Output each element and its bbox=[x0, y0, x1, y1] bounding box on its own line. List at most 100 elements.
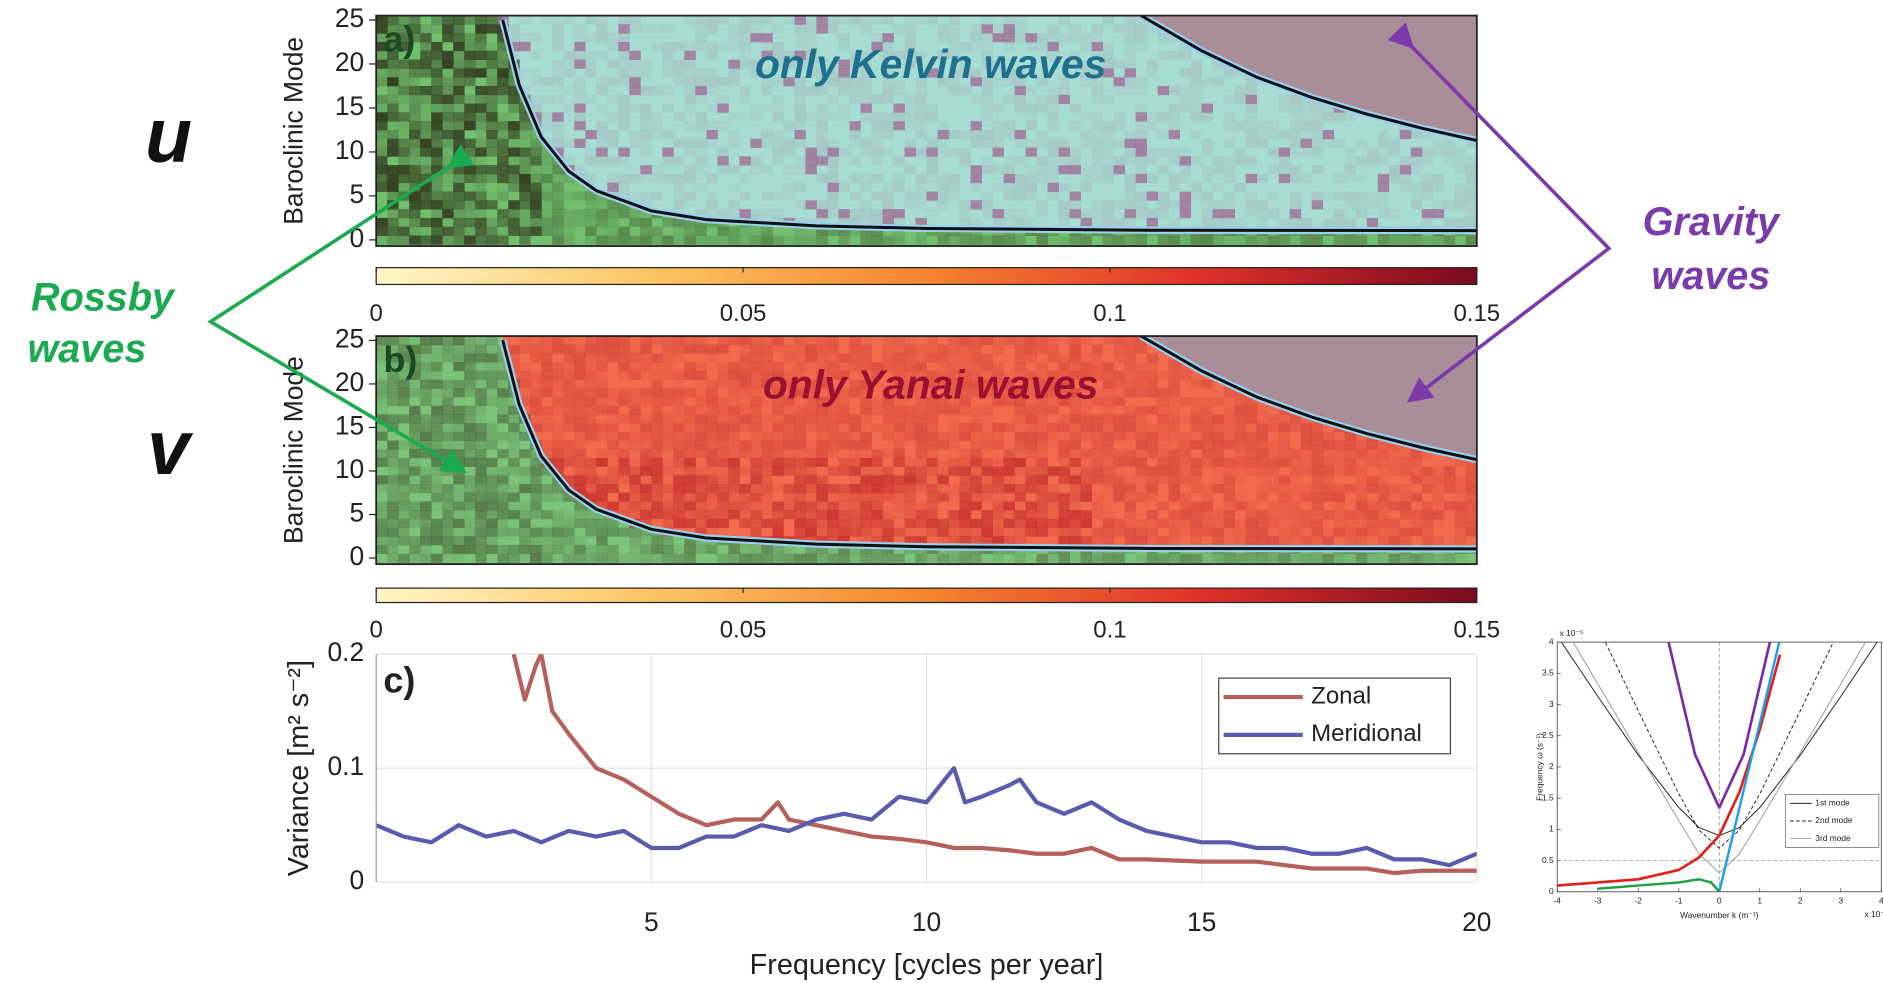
texture-cell bbox=[772, 510, 783, 519]
texture-cell bbox=[453, 345, 464, 354]
texture-cell bbox=[960, 484, 971, 493]
texture-cell bbox=[574, 554, 585, 563]
texture-cell bbox=[695, 380, 706, 389]
texture-cell bbox=[486, 165, 497, 174]
texture-cell bbox=[1180, 519, 1191, 528]
texture-cell bbox=[750, 104, 761, 113]
texture-cell bbox=[1202, 493, 1213, 502]
texture-cell bbox=[938, 458, 949, 467]
texture-cell bbox=[387, 77, 398, 86]
texture-cell bbox=[1191, 192, 1202, 201]
texture-cell bbox=[926, 528, 937, 537]
texture-cell bbox=[497, 192, 508, 201]
texture-cell bbox=[519, 467, 530, 476]
texture-cell bbox=[552, 554, 563, 563]
texture-cell bbox=[530, 218, 541, 227]
texture-cell bbox=[827, 148, 838, 157]
texture-cell bbox=[1246, 174, 1257, 183]
texture-cell bbox=[684, 554, 695, 563]
texture-cell bbox=[1070, 200, 1081, 209]
texture-cell bbox=[541, 536, 552, 545]
texture-cell bbox=[1169, 528, 1180, 537]
texture-cell bbox=[376, 458, 387, 467]
texture-cell bbox=[409, 227, 420, 236]
texture-cell bbox=[453, 493, 464, 502]
texture-cell bbox=[442, 121, 453, 130]
texture-cell bbox=[1147, 68, 1158, 77]
texture-cell bbox=[739, 42, 750, 51]
texture-cell bbox=[453, 362, 464, 371]
texture-cell bbox=[376, 183, 387, 192]
texture-cell bbox=[717, 371, 728, 380]
texture-cell bbox=[563, 192, 574, 201]
texture-cell bbox=[728, 449, 739, 458]
texture-cell bbox=[1125, 336, 1136, 345]
texture-cell bbox=[684, 423, 695, 432]
texture-cell bbox=[838, 528, 849, 537]
texture-cell bbox=[662, 362, 673, 371]
texture-cell bbox=[893, 209, 904, 218]
texture-cell bbox=[1213, 554, 1224, 563]
texture-cell bbox=[816, 104, 827, 113]
texture-cell bbox=[486, 148, 497, 157]
texture-cell bbox=[1147, 475, 1158, 484]
texture-cell bbox=[1147, 528, 1158, 537]
texture-cell bbox=[442, 209, 453, 218]
y-axis-label: Variance [m² s⁻²] bbox=[283, 660, 315, 876]
texture-cell bbox=[739, 345, 750, 354]
texture-cell bbox=[893, 24, 904, 33]
texture-cell bbox=[1290, 510, 1301, 519]
texture-cell bbox=[387, 414, 398, 423]
texture-cell bbox=[695, 68, 706, 77]
texture-cell bbox=[530, 484, 541, 493]
texture-cell bbox=[971, 139, 982, 148]
texture-cell bbox=[497, 449, 508, 458]
texture-cell bbox=[1015, 336, 1026, 345]
texture-cell bbox=[1191, 475, 1202, 484]
texture-cell bbox=[1433, 183, 1444, 192]
texture-cell bbox=[530, 209, 541, 218]
texture-cell bbox=[574, 458, 585, 467]
texture-cell bbox=[871, 501, 882, 510]
texture-cell bbox=[629, 60, 640, 69]
texture-cell bbox=[750, 458, 761, 467]
texture-cell bbox=[563, 235, 574, 244]
texture-cell bbox=[1345, 235, 1356, 244]
texture-cell bbox=[1037, 336, 1048, 345]
texture-cell bbox=[1136, 380, 1147, 389]
texture-cell bbox=[827, 24, 838, 33]
texture-cell bbox=[949, 24, 960, 33]
texture-cell bbox=[1136, 449, 1147, 458]
texture-cell bbox=[607, 209, 618, 218]
texture-cell bbox=[629, 406, 640, 415]
texture-cell bbox=[585, 388, 596, 397]
texture-cell bbox=[662, 148, 673, 157]
texture-cell bbox=[838, 148, 849, 157]
texture-cell bbox=[486, 397, 497, 406]
texture-cell bbox=[1136, 345, 1147, 354]
texture-cell bbox=[993, 432, 1004, 441]
texture-cell bbox=[915, 16, 926, 25]
texture-cell bbox=[585, 95, 596, 104]
texture-cell bbox=[464, 475, 475, 484]
texture-cell bbox=[530, 536, 541, 545]
texture-cell bbox=[497, 545, 508, 554]
texture-cell bbox=[860, 104, 871, 113]
texture-cell bbox=[398, 218, 409, 227]
texture-cell bbox=[794, 493, 805, 502]
texture-cell bbox=[805, 467, 816, 476]
texture-cell bbox=[827, 519, 838, 528]
texture-cell bbox=[805, 458, 816, 467]
texture-cell bbox=[1422, 510, 1433, 519]
texture-cell bbox=[1455, 475, 1466, 484]
texture-cell bbox=[420, 148, 431, 157]
texture-cell bbox=[673, 388, 684, 397]
texture-cell bbox=[453, 235, 464, 244]
texture-cell bbox=[1004, 501, 1015, 510]
texture-cell bbox=[453, 183, 464, 192]
texture-cell bbox=[662, 235, 673, 244]
texture-cell bbox=[1070, 484, 1081, 493]
texture-cell bbox=[1004, 121, 1015, 130]
texture-cell bbox=[1378, 183, 1389, 192]
texture-cell bbox=[1257, 200, 1268, 209]
